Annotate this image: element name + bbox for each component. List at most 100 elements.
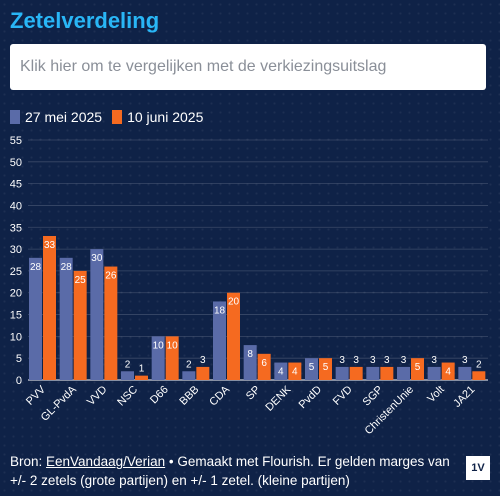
data-label: 25 [75, 275, 87, 286]
data-label: 5 [415, 362, 421, 373]
y-tick-label: 30 [10, 244, 22, 256]
legend-item-series1[interactable]: 27 mei 2025 [10, 109, 102, 125]
bar [397, 366, 410, 380]
y-tick-label: 40 [10, 200, 22, 212]
bar [121, 371, 134, 380]
data-label: 3 [370, 355, 376, 366]
bar [196, 366, 210, 380]
x-tick-label: PVV [24, 383, 49, 408]
bar [380, 366, 394, 380]
x-tick-label: SGP [361, 384, 386, 409]
y-tick-label: 10 [10, 331, 22, 343]
data-label: 20 [228, 297, 240, 308]
bar [288, 362, 302, 380]
data-label: 3 [384, 355, 390, 366]
data-label: 18 [214, 305, 226, 316]
bar [335, 366, 349, 380]
bar [458, 366, 472, 380]
footer-source: Bron: EenVandaag/Verian • Gemaakt met Fl… [10, 452, 450, 490]
bar [257, 353, 271, 380]
data-label: 1 [139, 364, 145, 375]
data-label: 26 [105, 271, 117, 282]
data-label: 5 [309, 362, 315, 373]
y-tick-label: 5 [16, 353, 22, 365]
eenvandaag-logo: 1V [466, 456, 490, 480]
data-label: 6 [261, 358, 267, 369]
data-label: 3 [353, 355, 359, 366]
data-label: 3 [401, 355, 407, 366]
bar [104, 266, 118, 380]
x-tick-label: D66 [148, 384, 171, 407]
bar [135, 375, 148, 380]
x-tick-label: DENK [263, 383, 294, 414]
bar [59, 257, 73, 380]
data-label: 4 [445, 367, 451, 378]
data-label: 4 [278, 367, 284, 378]
bar [151, 336, 165, 380]
x-tick-label: JA21 [451, 384, 477, 410]
x-tick-label: VVD [85, 384, 110, 409]
y-tick-label: 0 [16, 375, 22, 387]
y-tick-label: 55 [10, 135, 22, 147]
x-tick-label: CDA [207, 383, 232, 408]
data-label: 2 [476, 359, 482, 370]
y-tick-label: 15 [10, 310, 22, 322]
data-label: 28 [61, 262, 73, 273]
bar [305, 358, 318, 380]
bar [213, 301, 226, 380]
y-tick-label: 35 [10, 222, 22, 234]
data-label: 2 [186, 359, 192, 370]
data-label: 28 [30, 262, 42, 273]
bar-chart: 05101520253035404550552833PVV2825GL-PvdA… [10, 135, 488, 437]
data-label: 2 [125, 359, 131, 370]
legend-swatch-series2 [112, 110, 123, 124]
bar [165, 336, 179, 380]
source-link[interactable]: EenVandaag/Verian [46, 454, 166, 469]
search-placeholder: Klik hier om te vergelijken met de verki… [20, 58, 387, 75]
data-label: 3 [431, 355, 437, 366]
bar [472, 371, 486, 380]
chart-title: Zetelverdeling [10, 8, 160, 33]
y-tick-label: 20 [10, 288, 22, 300]
bar [43, 236, 56, 380]
y-tick-label: 25 [10, 266, 22, 278]
data-label: 4 [292, 367, 298, 378]
data-label: 8 [247, 349, 253, 360]
x-tick-label: SP [244, 384, 263, 403]
data-label: 3 [462, 355, 468, 366]
x-tick-label: BBB [177, 384, 201, 408]
legend-label-series1: 27 mei 2025 [25, 109, 103, 125]
x-tick-label: FVD [331, 384, 355, 408]
bar [349, 366, 363, 380]
legend-label-series2: 10 juni 2025 [127, 109, 204, 125]
bar [227, 292, 240, 380]
data-label: 3 [200, 355, 206, 366]
bar [427, 366, 441, 380]
data-label: 3 [339, 355, 345, 366]
compare-search-input[interactable]: Klik hier om te vergelijken met de verki… [10, 44, 486, 90]
bar [319, 358, 332, 380]
data-label: 10 [167, 340, 179, 351]
data-label: 33 [44, 240, 56, 251]
data-label: 10 [153, 340, 165, 351]
bar [366, 366, 380, 380]
y-tick-label: 50 [10, 157, 22, 169]
bar [243, 345, 257, 380]
legend-swatch-series1 [10, 110, 20, 124]
bar [73, 270, 87, 380]
bar [411, 358, 424, 380]
bar [29, 257, 42, 380]
data-label: 5 [323, 362, 329, 373]
y-tick-label: 45 [10, 179, 22, 191]
x-tick-label: NSC [115, 384, 140, 409]
bar [274, 362, 288, 380]
x-tick-label: PvdD [297, 384, 325, 412]
legend-item-series2[interactable]: 10 juni 2025 [112, 109, 203, 125]
footer-rest: • Gemaakt met Flourish. Er gelden marges… [10, 454, 450, 488]
data-label: 30 [91, 253, 103, 264]
footer-prefix: Bron: [10, 454, 47, 469]
bar [90, 249, 104, 380]
bar [441, 362, 455, 380]
x-tick-label: Volt [425, 384, 446, 405]
legend: 27 mei 2025 10 juni 2025 [10, 109, 203, 125]
